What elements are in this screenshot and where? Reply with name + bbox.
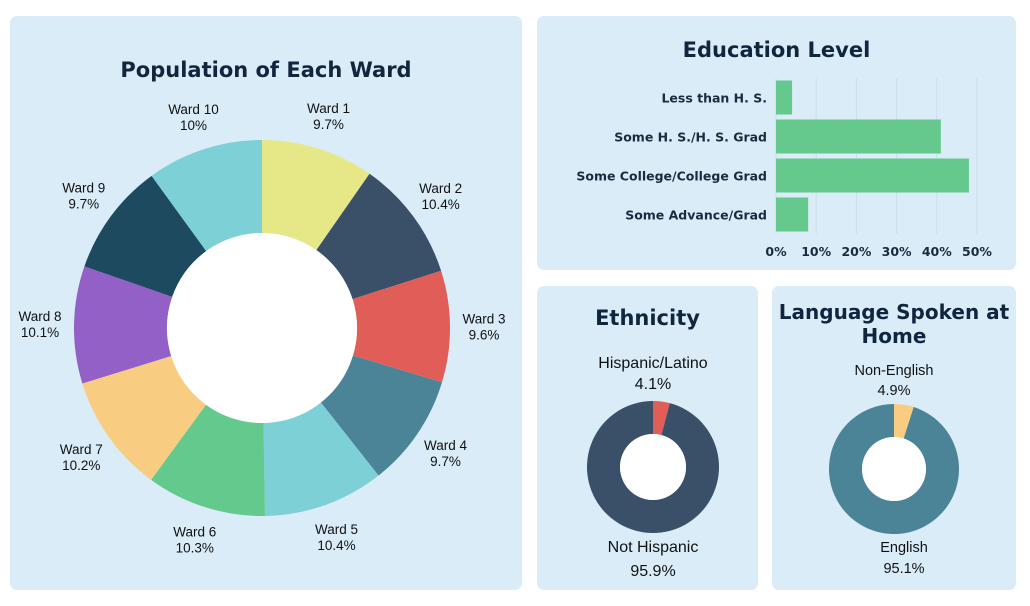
bar-some-college-college-grad <box>776 158 969 193</box>
slice-label-hispanic-latino: Hispanic/Latino <box>598 355 708 372</box>
slice-value-ward-2: 10.4% <box>422 197 460 212</box>
slice-label-ward-8: Ward 8 <box>19 309 62 324</box>
slice-value-ward-1: 9.7% <box>313 117 344 132</box>
slice-value-non-english: 4.9% <box>877 383 910 399</box>
slice-label-ward-6: Ward 6 <box>173 525 216 540</box>
slice-label-ward-3: Ward 3 <box>462 311 505 326</box>
donut-hole <box>862 437 926 501</box>
x-tick-label: 40% <box>922 244 952 259</box>
education-panel: Education Level 0% 10% 20% 30% 40% 50% Less th… <box>537 16 1016 270</box>
ethnicity-chart-title: Ethnicity <box>595 306 700 330</box>
slice-ward-6 <box>151 404 265 516</box>
bar-some-h-s-h-s-grad <box>776 119 941 154</box>
slice-value-hispanic-latino: 4.1% <box>635 376 671 393</box>
category-label-some-h-s-h-s-grad: Some H. S./H. S. Grad <box>614 130 767 145</box>
bar-less-than-h-s <box>776 80 793 115</box>
slice-ward-7 <box>82 356 206 480</box>
slice-ward-4 <box>320 355 442 476</box>
x-tick-label: 10% <box>801 244 831 259</box>
donut-hole <box>167 233 357 423</box>
slice-ward-5 <box>263 402 379 516</box>
slice-label-ward-1: Ward 1 <box>307 101 350 116</box>
education-bar-chart: 0% 10% 20% 30% 40% 50% Less than H. S. Some H. … <box>576 78 992 259</box>
language-chart-title: Language Spoken at Home <box>778 300 1010 348</box>
slice-label-ward-10: Ward 10 <box>168 102 219 117</box>
slice-ward-3 <box>352 270 450 383</box>
slice-value-ward-5: 10.4% <box>317 538 355 553</box>
slice-label-ward-2: Ward 2 <box>419 181 462 196</box>
language-donut-chart: Non-English 4.9% English 95.1% <box>829 363 959 577</box>
slice-value-ward-7: 10.2% <box>62 458 100 473</box>
slice-value-ward-8: 10.1% <box>21 325 59 340</box>
language-panel: Language Spoken at Home Non-English 4.9% E… <box>772 286 1016 590</box>
category-label-some-college-college-grad: Some College/College Grad <box>576 169 767 184</box>
slice-value-ward-10: 10% <box>180 118 207 133</box>
slice-ward-9 <box>84 175 207 297</box>
slice-english <box>829 404 959 534</box>
slice-value-ward-3: 9.6% <box>469 327 500 342</box>
x-tick-label: 30% <box>882 244 912 259</box>
ethnicity-donut-chart: Hispanic/Latino 4.1% Not Hispanic 95.9% <box>587 355 719 580</box>
ward-chart-title: Population of Each Ward <box>120 58 412 82</box>
x-tick-label: 50% <box>962 244 992 259</box>
ethnicity-panel: Ethnicity Hispanic/Latino 4.1% Not Hispani… <box>537 286 758 590</box>
education-chart-title: Education Level <box>682 38 871 62</box>
slice-ward-2 <box>316 173 442 300</box>
slice-value-english: 95.1% <box>883 561 924 577</box>
slice-value-ward-6: 10.3% <box>176 541 214 556</box>
slice-hispanic-latino <box>653 401 670 436</box>
slice-value-ward-4: 9.7% <box>430 454 461 469</box>
slice-value-ward-9: 9.7% <box>68 197 99 212</box>
slice-label-english: English <box>880 540 928 556</box>
slice-label-not-hispanic: Not Hispanic <box>608 539 699 556</box>
slice-label-ward-7: Ward 7 <box>60 442 103 457</box>
x-tick-label: 0% <box>765 244 787 259</box>
x-tick-label: 20% <box>841 244 871 259</box>
category-label-some-advance-grad: Some Advance/Grad <box>625 208 767 223</box>
slice-label-ward-9: Ward 9 <box>62 181 105 196</box>
ward-donut-chart: Ward 19.7%Ward 210.4%Ward 39.6%Ward 49.7… <box>19 101 506 556</box>
slice-value-not-hispanic: 95.9% <box>630 563 675 580</box>
slice-label-non-english: Non-English <box>855 363 934 379</box>
slice-label-ward-4: Ward 4 <box>424 438 468 453</box>
ward-population-panel: Population of Each Ward Ward 1 9.7% Ward 2… <box>10 16 522 590</box>
slice-ward-8 <box>73 266 173 384</box>
slice-label-ward-5: Ward 5 <box>315 522 358 537</box>
slice-ward-1 <box>262 140 370 251</box>
slice-not-hispanic <box>587 401 719 533</box>
slice-non-english <box>894 404 914 439</box>
slice-ward-10 <box>151 140 262 252</box>
donut-hole <box>620 434 686 500</box>
category-label-less-than-h-s: Less than H. S. <box>661 91 767 106</box>
bar-some-advance-grad <box>776 197 809 232</box>
